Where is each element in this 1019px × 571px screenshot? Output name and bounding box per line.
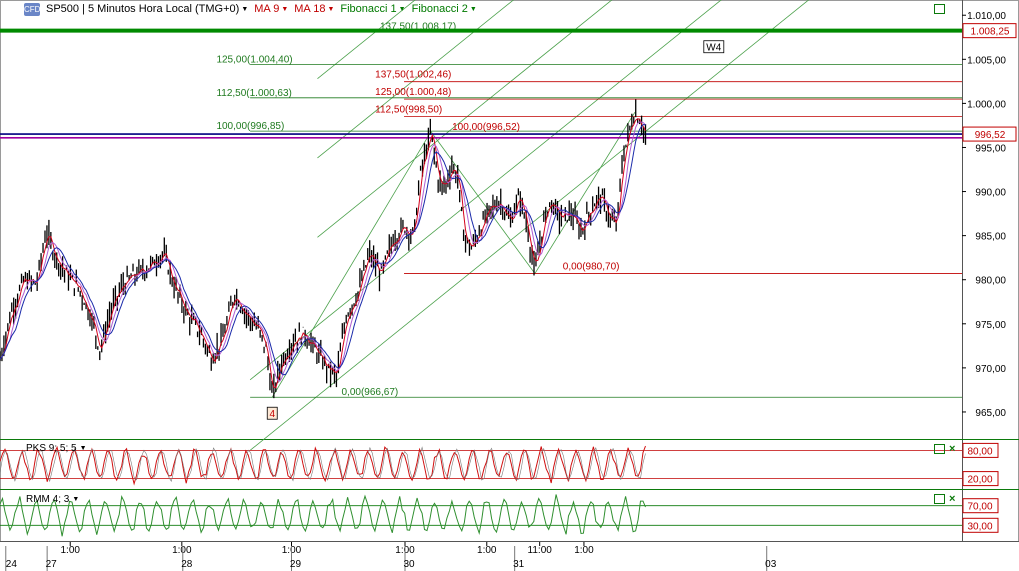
fibonacci-1-label: 125,00(1.004,40) xyxy=(216,55,292,66)
fibonacci-2-label: 112,50(998,50) xyxy=(375,105,442,116)
rmm-pane-buttons: × xyxy=(934,492,956,505)
price-marker-box xyxy=(962,126,1017,142)
chart-toolbar: CFD SP500 | 5 Minutos Hora Local (TMG+0)… xyxy=(0,0,960,18)
channel-line xyxy=(317,0,613,238)
time-day-label: 29 xyxy=(290,559,302,570)
fibonacci-2-label: Fibonacci 2 xyxy=(411,3,468,15)
rmm-indicator-label[interactable]: RMM 4; 3 ▼ xyxy=(26,494,79,505)
maximize-pane-icon[interactable] xyxy=(934,444,945,454)
oscillator-level-label: 70,00 xyxy=(967,502,992,513)
ma9-label: MA 9 xyxy=(254,3,280,15)
oscillator-level-label: 80,00 xyxy=(967,446,992,457)
chevron-down-icon: ▼ xyxy=(327,5,335,13)
time-hour-label: 1:00 xyxy=(477,545,497,556)
price-tick-label: 975,00 xyxy=(975,320,1006,331)
time-day-label: 28 xyxy=(181,559,193,570)
fibonacci-1-label: 112,50(1.000,63) xyxy=(216,88,291,99)
close-icon[interactable]: × xyxy=(949,442,956,455)
fibonacci-1-label: 100,00(996,85) xyxy=(216,121,284,132)
price-tick-label: 995,00 xyxy=(975,143,1006,154)
wave-label-box xyxy=(703,40,725,54)
time-day-label: 27 xyxy=(46,559,58,570)
fibonacci-1-label: 137,50(1.008,17) xyxy=(380,21,456,32)
rmm-indicator-name: RMM 4; 3 xyxy=(26,494,70,505)
time-hour-label: 1:00 xyxy=(574,545,594,556)
fibonacci-2-label: 100,00(996,52) xyxy=(452,122,520,133)
maximize-pane-icon[interactable] xyxy=(934,4,945,14)
price-tick-label: 1.010,00 xyxy=(967,11,1006,22)
price-marker-box xyxy=(962,23,1017,39)
pks-indicator-label[interactable]: PKS 9; 5; 5 ▼ xyxy=(26,443,87,454)
swing-line xyxy=(271,131,432,398)
time-hour-label: 1:00 xyxy=(172,545,192,556)
swing-line xyxy=(430,131,536,274)
main-pane-buttons xyxy=(934,4,945,14)
fibonacci-2-label: 0,00(980,70) xyxy=(563,262,620,273)
time-hour-label: 11:00 xyxy=(528,545,553,556)
instrument-label: SP500 | 5 Minutos Hora Local (TMG+0) xyxy=(46,3,240,15)
wave-label: 4 xyxy=(269,409,275,420)
oscillator-line xyxy=(0,494,646,537)
oscillator-level-box xyxy=(962,442,999,458)
channel-line xyxy=(249,0,810,451)
chevron-down-icon: ▼ xyxy=(241,5,249,13)
time-hour-label: 1:00 xyxy=(60,545,80,556)
oscillator-signal-line xyxy=(0,446,646,483)
fibonacci-2-tool[interactable]: Fibonacci 2 ▼ xyxy=(412,3,477,15)
wave-label-box xyxy=(266,406,278,420)
pks-indicator-name: PKS 9; 5; 5 xyxy=(26,443,77,454)
time-day-label: 03 xyxy=(765,559,777,570)
pks-pane-buttons: × xyxy=(934,442,956,455)
oscillator-level-box xyxy=(962,471,999,487)
swing-line xyxy=(534,111,636,274)
chevron-down-icon: ▼ xyxy=(79,445,87,452)
fibonacci-1-label: 0,00(966,67) xyxy=(342,387,399,398)
ma18-label: MA 18 xyxy=(294,3,326,15)
ma9-indicator[interactable]: MA 9 ▼ xyxy=(254,3,288,15)
maximize-pane-icon[interactable] xyxy=(934,494,945,504)
time-day-label: 24 xyxy=(6,559,18,570)
ma-slow-line xyxy=(0,123,646,376)
price-marker-label: 1.008,25 xyxy=(971,27,1010,38)
fibonacci-2-label: 125,00(1.000,48) xyxy=(375,87,451,98)
close-icon[interactable]: × xyxy=(949,492,956,505)
fibonacci-1-tool[interactable]: Fibonacci 1 ▼ xyxy=(340,3,405,15)
fibonacci-1-label: Fibonacci 1 xyxy=(340,3,397,15)
price-tick-label: 985,00 xyxy=(975,232,1006,243)
ma18-indicator[interactable]: MA 18 ▼ xyxy=(294,3,334,15)
oscillator-line xyxy=(0,445,646,486)
price-tick-label: 970,00 xyxy=(975,364,1006,375)
price-tick-label: 1.000,00 xyxy=(967,99,1006,110)
price-tick-label: 990,00 xyxy=(975,188,1006,199)
chevron-down-icon: ▼ xyxy=(469,5,477,13)
time-day-label: 30 xyxy=(403,559,415,570)
price-marker-label: 996,52 xyxy=(975,130,1006,141)
ma9-line xyxy=(0,118,646,389)
chevron-down-icon: ▼ xyxy=(281,5,289,13)
channel-line xyxy=(317,0,515,159)
ma18-line xyxy=(0,121,646,382)
oscillator-level-box xyxy=(962,517,999,533)
oscillator-level-box xyxy=(962,498,999,514)
fibonacci-2-label: 137,50(1.002,46) xyxy=(375,70,451,81)
chevron-down-icon: ▼ xyxy=(72,496,80,503)
price-tick-label: 1.005,00 xyxy=(967,55,1006,66)
oscillator-level-label: 20,00 xyxy=(967,475,992,486)
cfd-logo-icon: CFD xyxy=(24,2,41,16)
instrument-selector[interactable]: SP500 | 5 Minutos Hora Local (TMG+0) ▼ xyxy=(46,3,248,15)
time-axis-area xyxy=(0,542,1019,571)
price-tick-label: 965,00 xyxy=(975,408,1006,419)
price-tick-label: 980,00 xyxy=(975,276,1006,287)
wave-label: W4 xyxy=(706,43,721,54)
chevron-down-icon: ▼ xyxy=(398,5,406,13)
oscillator-level-label: 30,00 xyxy=(967,521,992,532)
time-day-label: 31 xyxy=(513,559,525,570)
